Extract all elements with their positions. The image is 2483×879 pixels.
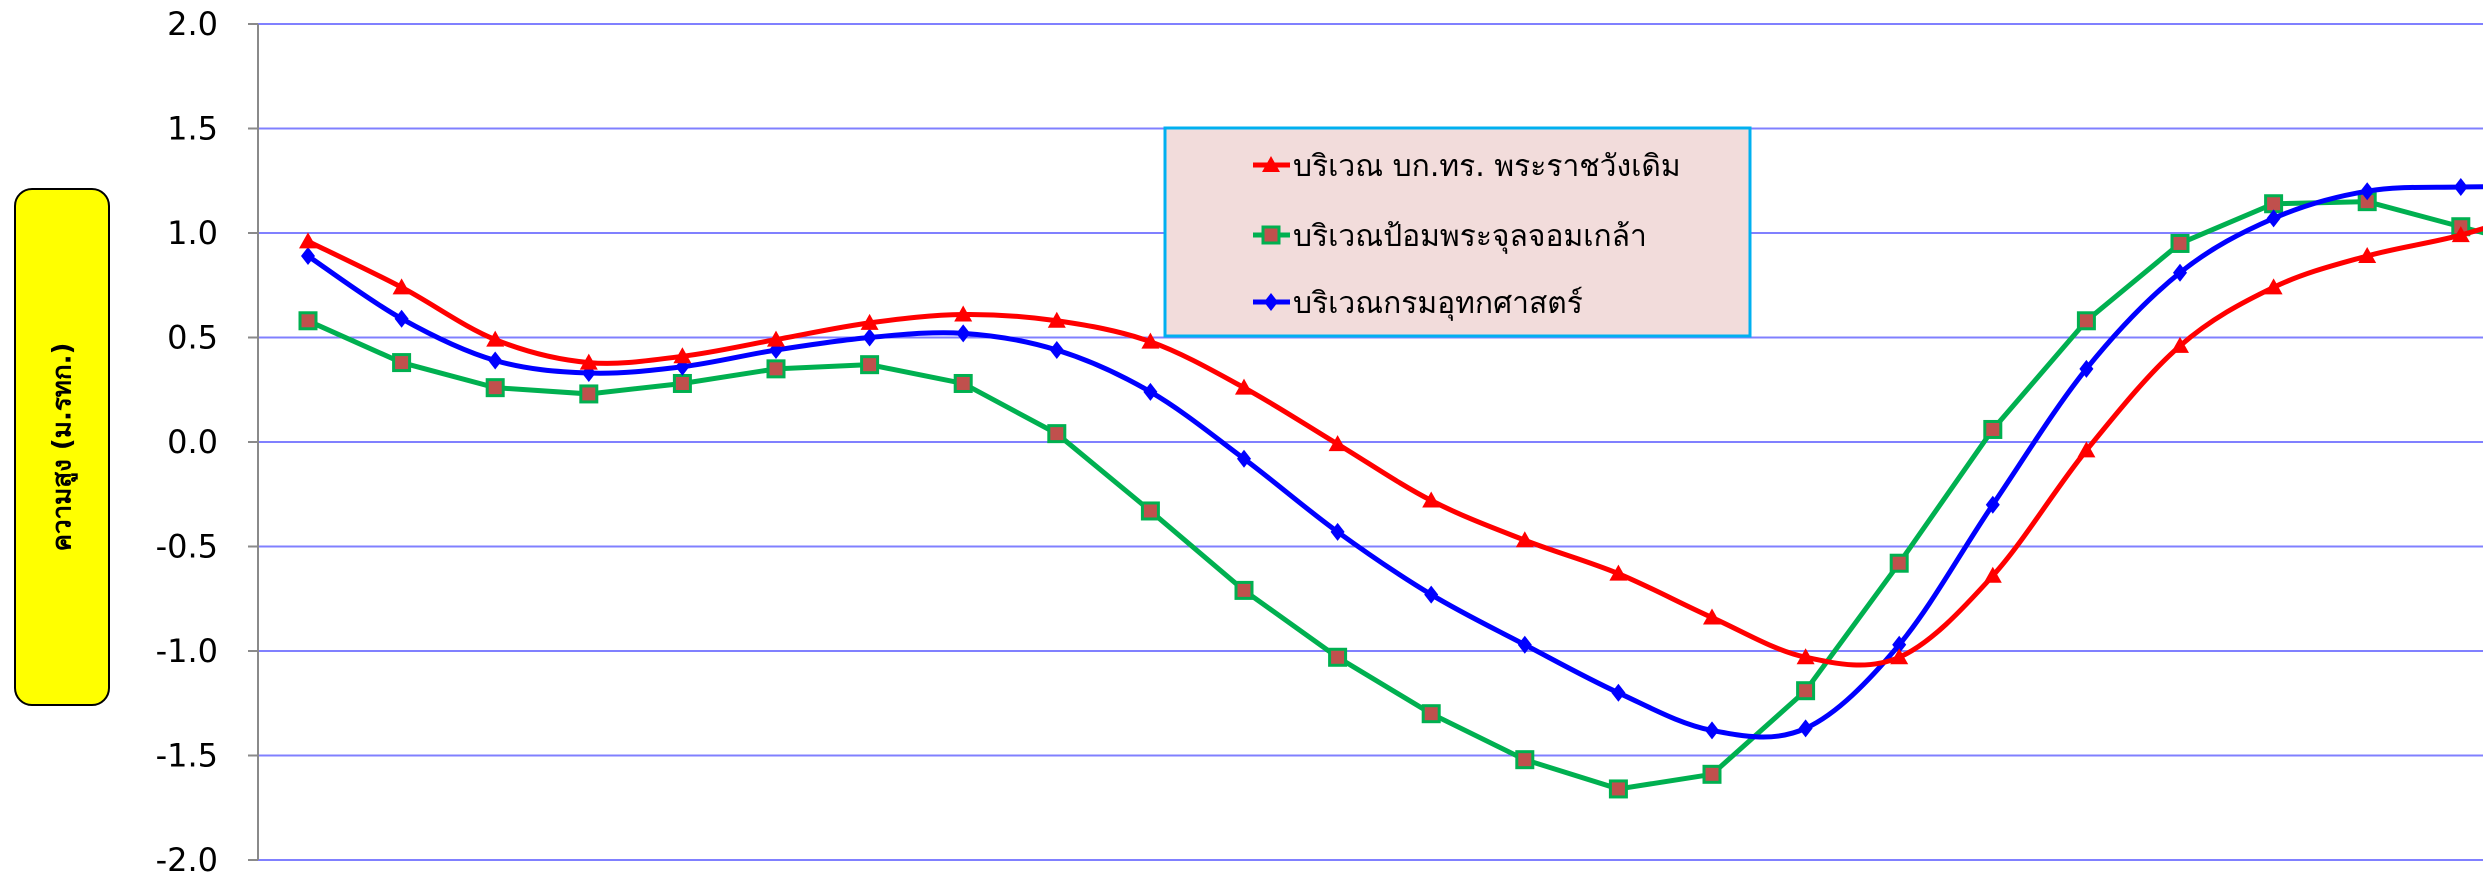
data-point-marker bbox=[1422, 491, 1441, 508]
data-point-marker bbox=[1985, 495, 2000, 514]
y-tick-label: -2.0 bbox=[156, 841, 218, 879]
data-point-marker bbox=[1705, 721, 1719, 740]
data-point-marker bbox=[2264, 278, 2283, 295]
series-3 bbox=[301, 178, 2483, 740]
y-tick-label: -1.0 bbox=[156, 632, 218, 670]
legend-marker bbox=[1264, 293, 1278, 311]
data-point-marker bbox=[2360, 182, 2375, 201]
data-point-marker bbox=[579, 384, 599, 404]
data-point-marker bbox=[1983, 566, 2002, 583]
data-point-marker bbox=[298, 311, 318, 331]
data-point-marker bbox=[767, 330, 785, 347]
data-point-marker bbox=[1796, 681, 1816, 701]
data-point-marker bbox=[1703, 608, 1721, 625]
data-point-marker bbox=[1798, 719, 1813, 738]
data-point-marker bbox=[1141, 332, 1160, 349]
data-point-marker bbox=[673, 347, 692, 364]
data-point-marker bbox=[766, 359, 786, 379]
y-axis-label: ความสูง (ม.รทก.) bbox=[47, 342, 78, 552]
data-point-marker bbox=[1796, 648, 1815, 665]
data-point-marker bbox=[392, 353, 412, 373]
legend-marker bbox=[1262, 156, 1280, 172]
data-point-marker bbox=[1983, 419, 2003, 439]
data-point-marker bbox=[2358, 246, 2377, 263]
data-point-marker bbox=[1608, 779, 1628, 799]
legend-label: บริเวณป้อมพระจุลจอมเกล้า bbox=[1293, 219, 1647, 255]
data-point-marker bbox=[2266, 209, 2281, 228]
data-point-marker bbox=[486, 330, 505, 347]
y-tick-label: 0.5 bbox=[167, 319, 218, 357]
data-point-marker bbox=[1143, 382, 1158, 401]
data-point-marker bbox=[301, 246, 315, 265]
legend-label: บริเวณกรมอุทกศาสตร์ bbox=[1293, 286, 1583, 322]
y-tick-label: 2.0 bbox=[167, 5, 218, 43]
data-point-marker bbox=[1515, 750, 1535, 770]
data-point-marker bbox=[299, 232, 317, 249]
data-point-marker bbox=[1047, 424, 1067, 444]
data-point-marker bbox=[953, 373, 973, 393]
data-point-marker bbox=[2079, 359, 2094, 378]
data-point-marker bbox=[2077, 441, 2096, 458]
y-tick-label: 1.5 bbox=[167, 110, 218, 148]
data-point-marker bbox=[954, 305, 973, 322]
data-point-marker bbox=[1890, 648, 1909, 665]
y-axis-label-box: ความสูง (ม.รทก.) bbox=[14, 188, 110, 706]
data-point-marker bbox=[1424, 585, 1439, 604]
y-tick-labels: 2.0 1.5 1.0 0.5 0.0 -0.5 -1.0 -1.5 -2.0 bbox=[156, 5, 218, 879]
data-point-marker bbox=[2170, 233, 2190, 253]
data-point-marker bbox=[1889, 553, 1909, 573]
data-point-marker bbox=[1237, 449, 1251, 468]
data-point-marker bbox=[1049, 341, 1064, 360]
data-point-marker bbox=[860, 355, 880, 375]
y-tick-label: 0.0 bbox=[167, 423, 218, 461]
y-tick-label: -1.5 bbox=[156, 737, 218, 775]
data-point-marker bbox=[394, 309, 409, 328]
data-point-marker bbox=[862, 328, 877, 347]
data-point-marker bbox=[485, 378, 505, 398]
legend-item: บริเวณกรมอุทกศาสตร์ bbox=[1253, 286, 1583, 322]
data-point-marker bbox=[2453, 178, 2468, 197]
data-point-marker bbox=[579, 353, 598, 370]
legend-label: บริเวณ บก.ทร. พระราชวังเดิม bbox=[1293, 149, 1681, 184]
data-point-marker bbox=[1611, 683, 1626, 702]
data-point-marker bbox=[1517, 635, 1532, 654]
data-point-marker bbox=[2451, 226, 2470, 243]
legend-item: บริเวณ บก.ทร. พระราชวังเดิม bbox=[1253, 149, 1681, 184]
data-point-marker bbox=[2076, 311, 2096, 331]
data-point-marker bbox=[860, 313, 879, 330]
data-point-marker bbox=[1235, 378, 1253, 395]
legend-item: บริเวณป้อมพระจุลจอมเกล้า bbox=[1253, 219, 1647, 255]
data-point-marker bbox=[672, 373, 692, 393]
series-1 bbox=[299, 226, 2483, 668]
series-group bbox=[298, 178, 2483, 799]
data-point-marker bbox=[1515, 531, 1534, 548]
data-point-marker bbox=[1702, 764, 1722, 784]
data-point-marker bbox=[1892, 635, 1907, 654]
data-point-marker bbox=[2173, 263, 2187, 282]
legend-marker bbox=[1261, 225, 1281, 245]
data-point-marker bbox=[2264, 194, 2284, 214]
data-point-marker bbox=[1328, 647, 1348, 667]
data-point-marker bbox=[2171, 336, 2189, 353]
y-tick-label: 1.0 bbox=[167, 214, 218, 252]
data-point-marker bbox=[392, 278, 411, 295]
legend: บริเวณ บก.ทร. พระราชวังเดิมบริเวณป้อมพระ… bbox=[1163, 126, 1752, 338]
data-point-marker bbox=[1328, 435, 1347, 452]
data-point-marker bbox=[1609, 564, 1628, 581]
data-point-marker bbox=[1234, 580, 1254, 600]
data-point-marker bbox=[1140, 501, 1160, 521]
data-point-marker bbox=[1047, 311, 1066, 328]
y-tick-label: -0.5 bbox=[156, 528, 218, 566]
data-point-marker bbox=[1330, 522, 1345, 541]
series-2 bbox=[298, 192, 2483, 799]
data-point-marker bbox=[1421, 704, 1441, 724]
data-point-marker bbox=[488, 351, 503, 370]
data-point-marker bbox=[956, 324, 971, 343]
